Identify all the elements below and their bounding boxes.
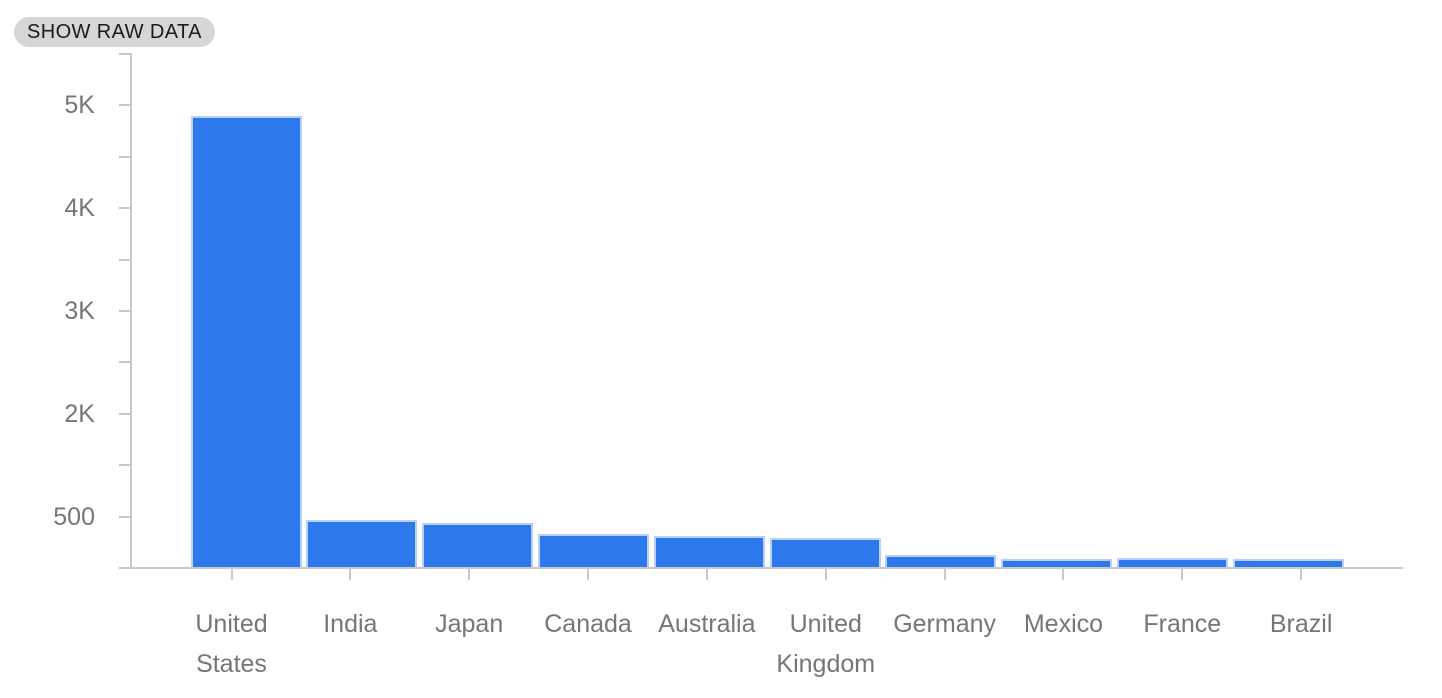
y-axis-label: 500 (53, 502, 95, 531)
show-raw-data-button[interactable]: SHOW RAW DATA (14, 17, 215, 47)
y-axis-label: 3K (64, 297, 95, 325)
x-axis-tick (230, 569, 233, 580)
x-axis-label-japan: Japan (435, 610, 504, 638)
y-axis-tick (119, 361, 132, 364)
y-axis-tick (119, 207, 132, 210)
y-axis-tick (119, 515, 132, 518)
x-axis-tick (1181, 569, 1184, 580)
x-axis-tick (468, 569, 471, 580)
bar-australia[interactable] (653, 536, 765, 567)
y-axis-tick (119, 104, 132, 107)
bar-united-kingdom[interactable] (769, 538, 881, 567)
x-axis-tick (1062, 569, 1065, 580)
bar-india[interactable] (306, 520, 418, 567)
bar-mexico[interactable] (1001, 559, 1113, 567)
x-axis-label-united-states: United States (195, 610, 268, 678)
y-axis-tick (119, 567, 132, 569)
x-axis-label-france: France (1143, 610, 1222, 638)
y-axis-tick (119, 310, 132, 312)
x-axis-label-brazil: Brazil (1269, 610, 1333, 638)
bar-canada[interactable] (537, 533, 649, 567)
bar-united-states[interactable] (190, 115, 302, 567)
y-axis-tick (119, 258, 132, 261)
x-axis-label-australia: Australia (658, 610, 756, 638)
y-axis-label: 2K (64, 399, 95, 428)
y-axis-tick (119, 464, 132, 467)
y-axis-label: 4K (64, 194, 95, 223)
x-axis-label-canada: Canada (544, 610, 632, 638)
x-axis-line (119, 567, 1403, 569)
bar-germany[interactable] (885, 555, 997, 567)
x-axis-tick (587, 569, 590, 580)
x-axis-tick (1300, 569, 1303, 580)
x-axis-tick (705, 569, 708, 580)
x-axis-label-united-kingdom: United Kingdom (776, 610, 876, 678)
y-axis-tick (119, 53, 132, 55)
x-axis-tick (943, 569, 946, 580)
x-axis-label-india: India (323, 610, 378, 638)
y-axis-tick (119, 155, 132, 158)
bar-france[interactable] (1116, 558, 1228, 567)
bar-brazil[interactable] (1232, 559, 1344, 567)
x-axis-tick (349, 569, 352, 580)
x-axis-label-germany: Germany (893, 610, 996, 638)
y-axis-tick (119, 412, 132, 415)
x-axis-label-mexico: Mexico (1023, 610, 1104, 638)
y-axis-label: 5K (64, 91, 95, 120)
bar-japan[interactable] (422, 523, 534, 567)
x-axis-tick (824, 569, 827, 580)
